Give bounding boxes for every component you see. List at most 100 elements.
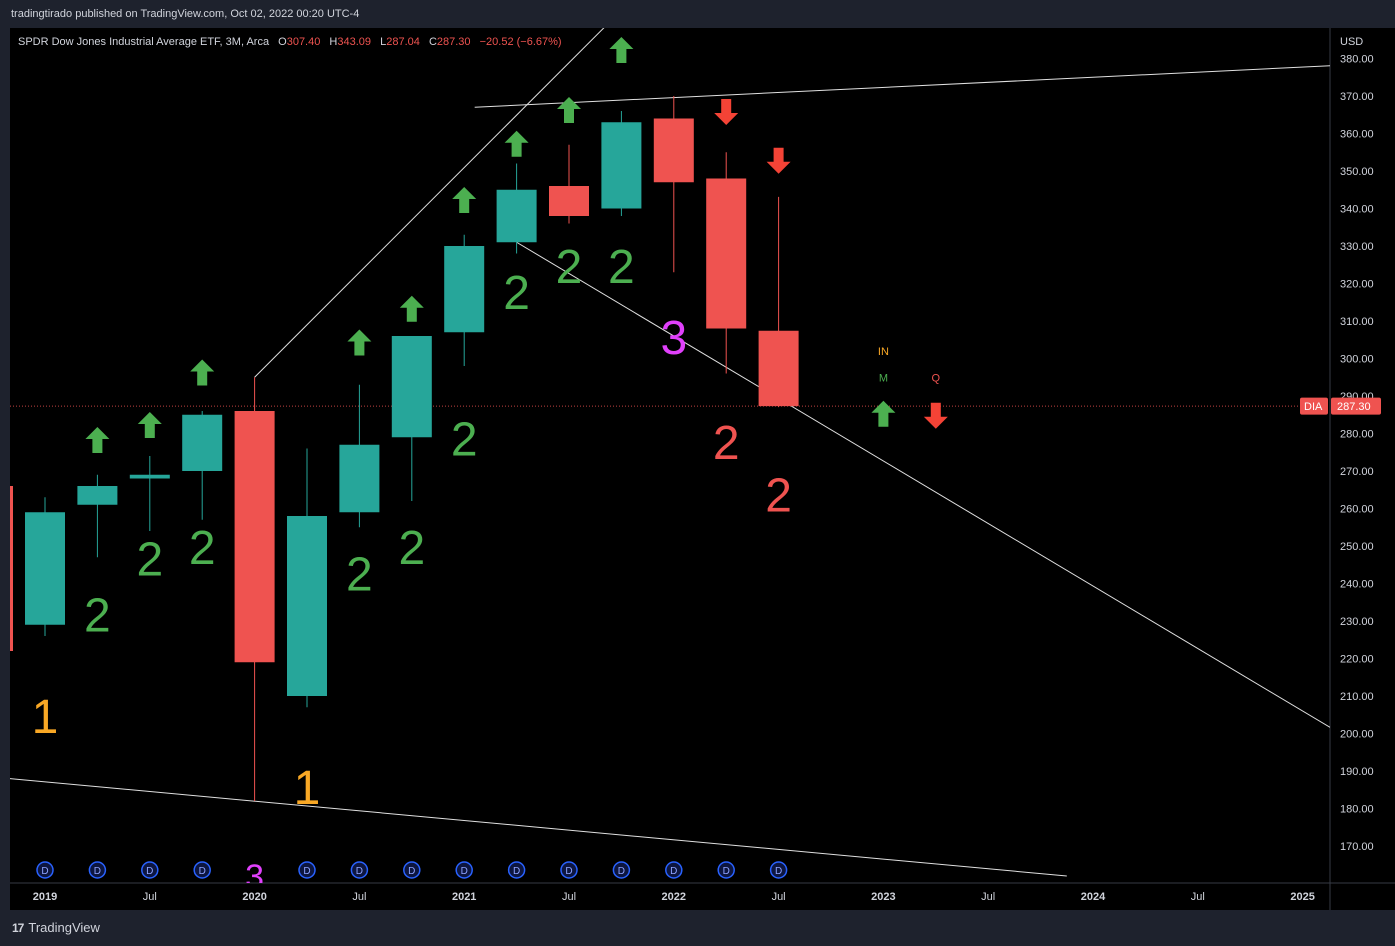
tradingview-brand[interactable]: 17 TradingView: [12, 920, 100, 935]
y-tick-label: 190.00: [1340, 766, 1374, 778]
arrow-down-icon: [766, 147, 791, 174]
bottom-bar: 17 TradingView: [0, 910, 1395, 946]
arrow-up-icon: [871, 400, 896, 427]
dividend-marker-label: D: [408, 866, 415, 877]
count-label: 2: [189, 522, 216, 575]
y-tick-label: 280.00: [1340, 429, 1374, 441]
count-label: 2: [398, 522, 425, 575]
dividend-marker-label: D: [146, 866, 153, 877]
legend-o-value: 307.40: [287, 36, 321, 48]
dividend-marker-label: D: [670, 866, 677, 877]
price-tag-text: 287.30: [1337, 401, 1371, 413]
price-tag: [1331, 397, 1381, 415]
trendline: [516, 241, 1330, 728]
quarter-marker: 3: [245, 858, 264, 896]
currency-label: USD: [1340, 36, 1363, 48]
candle-body: [601, 122, 642, 209]
legend-o-label: O: [278, 36, 287, 48]
count-label: 3: [660, 312, 687, 365]
arrow-up-icon: [399, 295, 424, 322]
arrow-up-icon: [452, 187, 477, 213]
signal-label: Q: [932, 372, 941, 384]
axis-layer: 170.00 180.00 190.00 200.00 210.00 220.00 230.…: [33, 54, 1374, 904]
candle-body: [25, 512, 65, 625]
dividend-marker: [88, 861, 107, 879]
candle-edge: [10, 486, 13, 651]
y-tick-label: 350.00: [1340, 166, 1374, 178]
count-label: 2: [346, 548, 373, 601]
candle-body: [182, 414, 223, 471]
dividend-marker: [507, 861, 526, 879]
count-label: 1: [294, 762, 321, 815]
legend-c-value: 287.30: [437, 36, 471, 48]
top-bar: tradingtirado published on TradingView.c…: [0, 0, 1395, 28]
count-label: 2: [765, 470, 792, 523]
candle-body: [391, 336, 432, 438]
x-tick-label: Jul: [772, 891, 786, 903]
dividend-marker-label: D: [565, 866, 572, 877]
dividend-marker-label: D: [199, 866, 206, 877]
legend-h-value: 343.09: [337, 36, 371, 48]
current-price-tag: DIA 287.30: [1300, 397, 1381, 415]
candle-body: [496, 189, 537, 243]
x-tick-label: Jul: [562, 891, 576, 903]
dividend-marker-label: D: [618, 866, 625, 877]
count-label: 2: [556, 241, 583, 294]
dividend-marker-label: D: [303, 866, 310, 877]
legend-change: −20.52 (−6.67%): [480, 36, 562, 48]
candle-body: [549, 186, 589, 216]
count-label: 1: [32, 691, 59, 744]
dividend-marker-label: D: [461, 866, 468, 877]
count-label: 2: [84, 590, 111, 643]
dividend-marker-label: D: [513, 866, 520, 877]
dividend-marker-label: D: [41, 866, 48, 877]
arrow-up-icon: [137, 412, 162, 438]
y-tick-label: 170.00: [1340, 841, 1374, 853]
dividend-marker: [193, 861, 211, 879]
x-tick-label: 2024: [1081, 891, 1106, 903]
price-axis-background: [1330, 28, 1395, 883]
candle-body: [129, 474, 170, 479]
candle-body: [706, 178, 747, 329]
dividend-marker: [665, 861, 683, 879]
dividend-marker-label: D: [356, 866, 363, 877]
y-tick-label: 300.00: [1340, 354, 1374, 366]
y-tick-label: 340.00: [1340, 204, 1374, 216]
dividend-marker: [141, 861, 159, 879]
y-tick-label: 260.00: [1340, 504, 1374, 516]
tradingview-logo-icon: 17: [12, 920, 24, 935]
candle-body: [339, 444, 380, 513]
arrow-down-icon: [714, 99, 739, 125]
x-tick-label: Jul: [143, 891, 157, 903]
candle-body: [444, 246, 485, 333]
y-tick-label: 310.00: [1340, 316, 1374, 328]
arrow-up-icon: [190, 359, 215, 386]
dividend-marker: [350, 861, 369, 879]
arrow-up-icon: [609, 37, 634, 63]
legend-l-label: L: [380, 36, 386, 48]
publisher-line: tradingtirado published on TradingView.c…: [11, 8, 360, 20]
x-tick-label: Jul: [981, 891, 995, 903]
candle-body: [234, 411, 275, 663]
x-tick-label: Jul: [352, 891, 366, 903]
dividend-marker-label: D: [723, 866, 730, 877]
y-tick-label: 320.00: [1340, 279, 1374, 291]
x-tick-label: 2020: [242, 891, 266, 903]
symbol-tag: [1300, 397, 1328, 415]
dividend-marker: [612, 861, 631, 879]
dividend-marker: [455, 861, 473, 879]
dividend-marker-label: D: [94, 866, 101, 877]
x-tick-label: 2022: [662, 891, 686, 903]
trendline: [254, 28, 605, 378]
dividend-marker: [403, 861, 421, 879]
arrow-up-icon: [85, 427, 110, 453]
arrow-down-icon: [923, 402, 948, 429]
dividend-marker-label: D: [775, 866, 782, 877]
y-tick-label: 230.00: [1340, 616, 1374, 628]
count-label: 2: [451, 413, 478, 466]
symbol-tag-text: DIA: [1304, 401, 1323, 413]
y-tick-label: 180.00: [1340, 804, 1374, 816]
signal-label: M: [879, 372, 888, 384]
